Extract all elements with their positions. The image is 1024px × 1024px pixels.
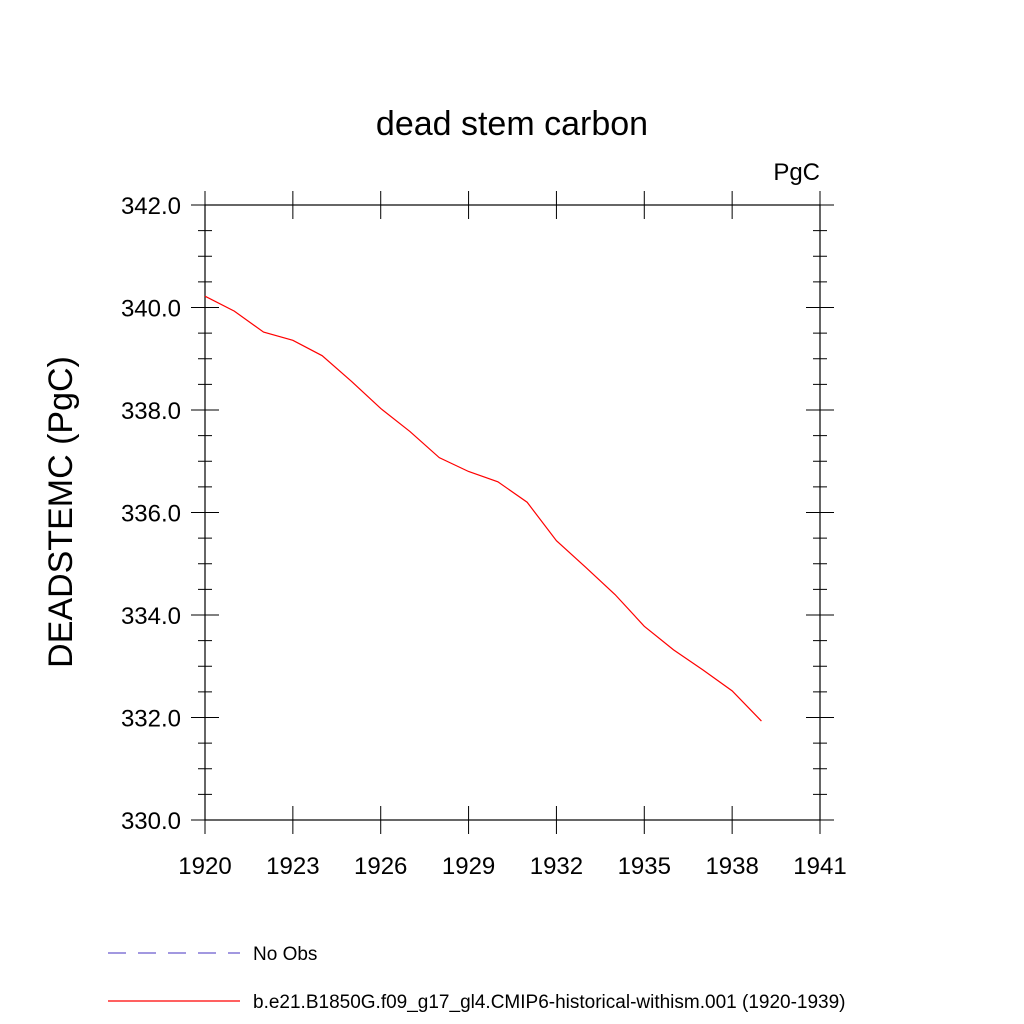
y-tick-label: 332.0 — [121, 706, 181, 733]
y-axis-label: DEADSTEMC (PgC) — [42, 356, 80, 668]
x-tick-label: 1941 — [793, 853, 846, 880]
y-tick-label: 340.0 — [121, 296, 181, 323]
x-tick-label: 1935 — [618, 853, 671, 880]
legend-label-model-run: b.e21.B1850G.f09_g17_gl4.CMIP6-historica… — [253, 992, 846, 1013]
x-tick-label: 1938 — [705, 853, 758, 880]
units-label: PgC — [773, 159, 820, 186]
x-tick-label: 1923 — [266, 853, 319, 880]
plot-border — [204, 204, 821, 821]
x-tick-label: 1929 — [442, 853, 495, 880]
chart-title: dead stem carbon — [376, 105, 648, 143]
y-tick-label: 338.0 — [121, 398, 181, 425]
y-tick-label: 342.0 — [121, 193, 181, 220]
series-layer — [204, 295, 762, 722]
plot-frame — [204, 204, 821, 821]
series-line-1 — [204, 295, 762, 722]
y-tick-label: 336.0 — [121, 501, 181, 528]
x-tick-label: 1920 — [178, 853, 231, 880]
y-tick-label: 330.0 — [121, 808, 181, 835]
y-axis: 330.0 332.0 334.0 336.0 338.0 340.0 342.0 — [121, 193, 834, 835]
x-tick-label: 1932 — [530, 853, 583, 880]
legend: No Obs b.e21.B1850G.f09_g17_gl4.CMIP6-hi… — [108, 944, 846, 1013]
x-axis: 1920 1923 1926 1929 1932 1935 1938 1941 — [178, 191, 847, 880]
legend-label-no-obs: No Obs — [253, 944, 317, 965]
y-tick-label: 334.0 — [121, 603, 181, 630]
x-tick-label: 1926 — [354, 853, 407, 880]
